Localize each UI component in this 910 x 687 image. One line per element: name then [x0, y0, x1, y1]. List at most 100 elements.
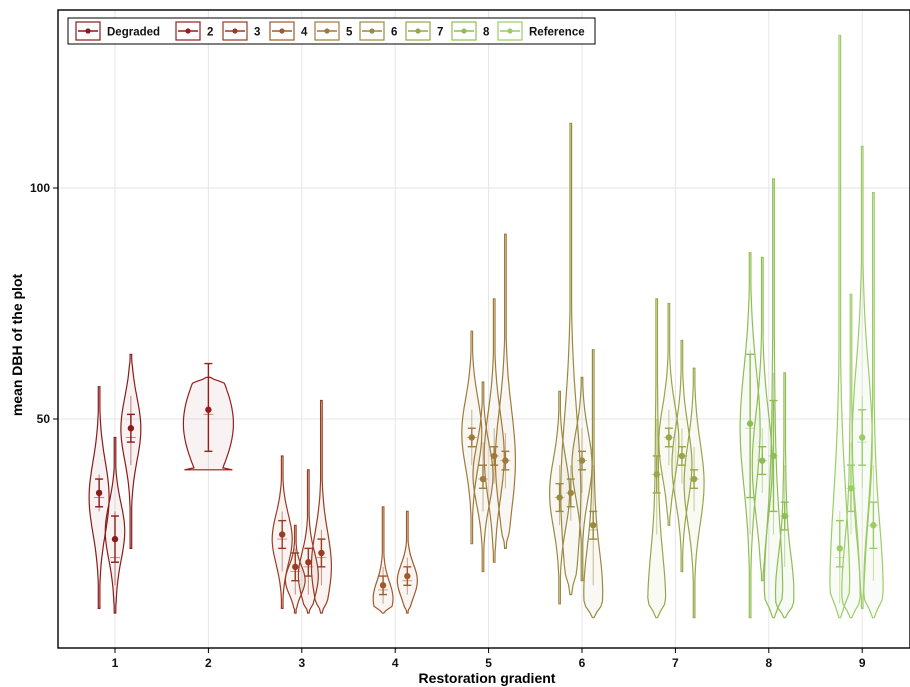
legend-item: 4	[269, 21, 308, 41]
x-tick-label: 3	[298, 656, 305, 670]
violin-outline	[372, 506, 394, 614]
legend: Degraded 2 3 4 5 6 7 8 Reference	[67, 17, 596, 45]
legend-item: 8	[451, 21, 490, 41]
legend-key-point	[415, 28, 421, 34]
violin	[658, 302, 680, 526]
mean-point	[770, 452, 777, 460]
x-tick-label: 7	[672, 656, 679, 670]
plot-frame	[57, 9, 910, 649]
mean-point	[781, 512, 788, 520]
violin	[494, 233, 516, 549]
violin-outline	[829, 34, 851, 619]
mean-point	[278, 531, 286, 538]
mean-point	[292, 563, 299, 571]
legend-item: Degraded	[75, 21, 160, 41]
legend-item: 7	[405, 21, 443, 41]
violin	[851, 145, 873, 609]
violin	[483, 298, 505, 563]
legend-label: 3	[254, 27, 260, 39]
mean-point	[567, 489, 574, 497]
violin	[774, 372, 795, 619]
violin-outline	[310, 399, 332, 614]
y-tick-label: 100	[30, 181, 50, 195]
violin	[396, 510, 418, 614]
legend-key-point	[85, 28, 91, 34]
legend-label: 6	[391, 27, 397, 39]
legend-key-point	[507, 28, 513, 34]
violin	[372, 506, 394, 614]
violin	[751, 256, 773, 582]
violin	[271, 455, 293, 609]
mean-point	[759, 457, 766, 464]
x-tick-label: 5	[485, 656, 492, 670]
legend-key-point	[369, 28, 375, 34]
violin	[841, 293, 861, 619]
violin-outline	[863, 192, 884, 619]
legend-item: 2	[175, 21, 213, 41]
mean-point	[746, 420, 754, 427]
mean-point	[468, 434, 475, 441]
x-tick-label: 1	[112, 656, 119, 670]
mean-point	[111, 535, 119, 543]
mean-point	[95, 489, 103, 497]
violin	[297, 469, 319, 614]
mean-point	[690, 475, 698, 483]
x-tick-label: 6	[579, 656, 586, 670]
violin	[683, 367, 705, 619]
violins	[88, 34, 884, 619]
legend-label: Reference	[529, 27, 585, 39]
x-axis: 1 2 3 4 5 6 7 8 9	[112, 648, 866, 670]
legend-label: 5	[346, 27, 353, 39]
violin-outline	[297, 469, 319, 614]
x-tick-label: 9	[859, 656, 866, 670]
violin	[763, 178, 784, 619]
violin-outline	[494, 233, 516, 549]
violin	[863, 192, 884, 619]
legend-key-point	[461, 28, 467, 34]
mean-point	[578, 457, 586, 464]
violin	[104, 436, 126, 614]
mean-point	[653, 471, 660, 478]
mean-point	[859, 434, 866, 441]
mean-point	[847, 485, 855, 492]
violin	[571, 376, 593, 582]
violin	[739, 252, 761, 619]
legend-item: 6	[359, 21, 397, 41]
legend-label: 8	[483, 27, 490, 39]
y-axis-title: mean DBH of the plot	[9, 274, 25, 417]
violin-outline	[560, 122, 582, 596]
mean-point	[318, 549, 325, 557]
mean-point	[404, 572, 411, 580]
violin-outline	[851, 145, 873, 609]
violin	[310, 399, 332, 614]
grid	[58, 10, 910, 648]
violin	[560, 122, 582, 596]
x-axis-title: Restoration gradient	[419, 670, 556, 686]
x-tick-label: 8	[765, 656, 772, 670]
mean-point	[590, 522, 597, 529]
mean-point	[678, 452, 686, 460]
x-tick-label: 4	[392, 656, 399, 670]
legend-key-point	[324, 28, 330, 34]
violin	[647, 298, 667, 619]
x-tick-label: 2	[205, 656, 212, 670]
mean-point	[836, 545, 843, 552]
mean-point	[127, 425, 135, 432]
violin	[120, 353, 142, 549]
violin-outline	[751, 256, 773, 582]
legend-label: Degraded	[107, 27, 160, 39]
violin	[182, 362, 234, 471]
legend-key-point	[279, 28, 285, 34]
y-axis: 50 100	[30, 181, 58, 426]
mean-point	[870, 522, 877, 529]
legend-label: 2	[207, 27, 213, 39]
violin	[583, 349, 604, 619]
violin	[461, 330, 483, 545]
mean-point	[379, 582, 387, 589]
violin	[88, 386, 110, 609]
mean-point	[479, 475, 487, 483]
legend-key-point	[185, 28, 191, 34]
legend-key-point	[232, 28, 238, 34]
mean-point	[305, 559, 312, 566]
mean-point	[502, 457, 509, 464]
